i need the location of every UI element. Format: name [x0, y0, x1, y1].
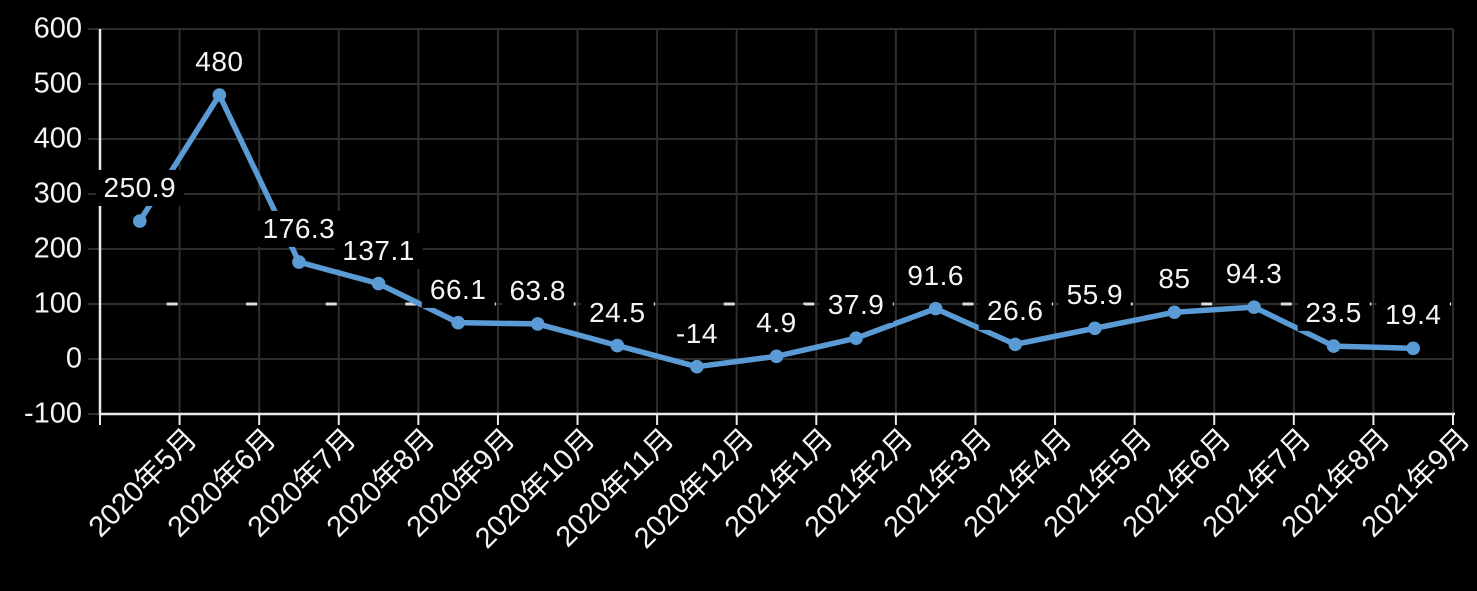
data-point-marker [371, 276, 386, 291]
data-point-marker [928, 301, 943, 316]
data-point-marker [769, 349, 784, 364]
data-point-marker [212, 88, 227, 102]
series-line [137, 92, 1416, 370]
data-point-marker [530, 317, 545, 331]
data-point-marker [451, 315, 465, 330]
data-point-marker [1406, 341, 1421, 356]
data-point-marker [849, 331, 863, 345]
data-point-marker [1167, 305, 1182, 320]
data-point-marker [690, 359, 704, 374]
data-point-marker [292, 255, 306, 269]
data-point-marker [610, 338, 625, 353]
data-point-marker [1326, 339, 1341, 353]
data-point-marker [132, 214, 147, 228]
data-point-marker [1247, 300, 1261, 314]
data-point-marker [1008, 337, 1023, 352]
data-point-marker [1088, 321, 1102, 336]
